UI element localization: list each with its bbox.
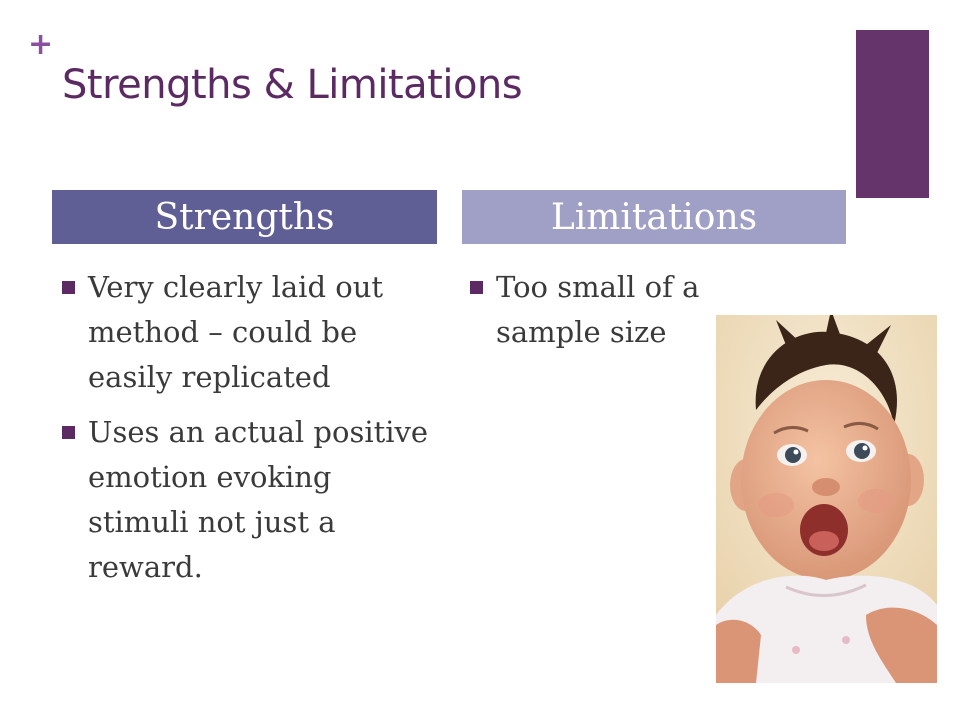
- limitations-header: Limitations: [462, 190, 846, 244]
- list-item: Too small of a sample size: [470, 265, 740, 355]
- accent-bar: [856, 30, 929, 198]
- square-bullet-icon: [470, 281, 483, 294]
- limitations-list: Too small of a sample size: [470, 265, 740, 365]
- slide-title: Strengths & Limitations: [62, 62, 523, 108]
- strengths-header-label: Strengths: [154, 196, 335, 238]
- strengths-list: Very clearly laid out method – could be …: [62, 265, 432, 600]
- list-item: Uses an actual positive emotion evoking …: [62, 410, 432, 590]
- square-bullet-icon: [62, 426, 75, 439]
- list-item-text: Too small of a sample size: [496, 270, 700, 349]
- square-bullet-icon: [62, 281, 75, 294]
- list-item-text: Very clearly laid out method – could be …: [88, 270, 384, 394]
- list-item-text: Uses an actual positive emotion evoking …: [88, 415, 429, 584]
- limitations-header-label: Limitations: [550, 196, 758, 238]
- plus-mark: +: [28, 27, 54, 62]
- baby-photo: [716, 315, 937, 683]
- strengths-header: Strengths: [52, 190, 437, 244]
- baby-photo-illustration: [716, 315, 937, 683]
- list-item: Very clearly laid out method – could be …: [62, 265, 432, 400]
